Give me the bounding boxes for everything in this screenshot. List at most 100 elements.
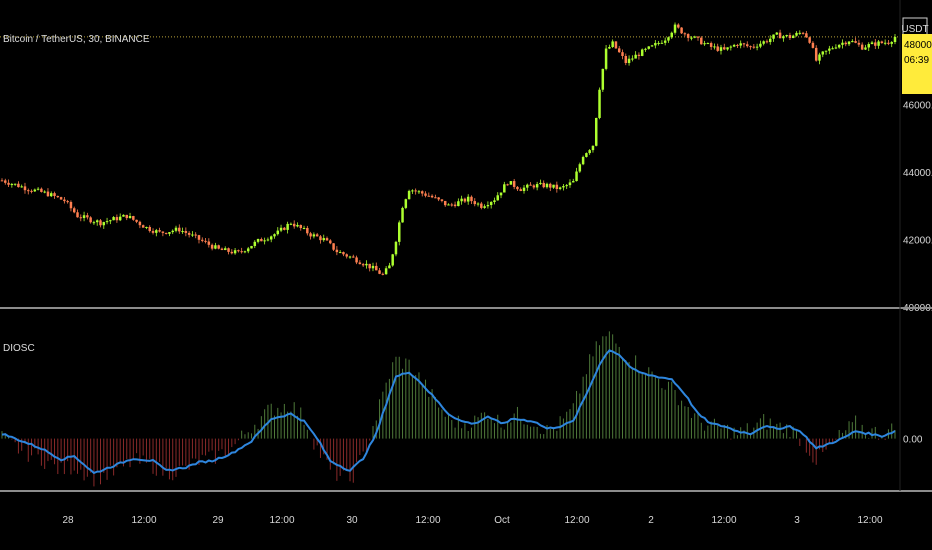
candle xyxy=(342,251,345,257)
candle xyxy=(732,43,736,48)
candle xyxy=(155,228,158,237)
candle xyxy=(161,231,165,237)
candle xyxy=(831,46,834,50)
candle xyxy=(217,244,220,250)
candle xyxy=(276,227,280,236)
candle xyxy=(778,29,782,39)
candle xyxy=(266,237,270,242)
candle xyxy=(811,41,815,49)
candle xyxy=(283,226,286,231)
candle xyxy=(466,194,470,205)
candle xyxy=(164,232,168,235)
candle xyxy=(512,178,516,190)
candle xyxy=(263,237,266,245)
candle xyxy=(739,40,742,49)
candle xyxy=(696,36,700,41)
candle xyxy=(837,44,841,49)
candle xyxy=(371,262,375,272)
candle xyxy=(634,51,637,59)
candle xyxy=(801,31,805,35)
time-tick-label: 12:00 xyxy=(564,515,589,526)
oscillator-pane[interactable] xyxy=(1,331,896,487)
candle xyxy=(762,40,765,46)
candle xyxy=(808,36,811,44)
currency-label: USDT xyxy=(901,24,928,35)
candle xyxy=(709,41,713,50)
candle xyxy=(125,214,129,221)
price-pane[interactable] xyxy=(0,22,900,276)
candle xyxy=(95,219,99,226)
candle xyxy=(89,216,92,224)
candle xyxy=(214,242,217,250)
candle xyxy=(358,260,362,265)
time-tick-label: 2 xyxy=(648,515,654,526)
candle xyxy=(785,34,788,38)
candle xyxy=(883,39,887,46)
candle xyxy=(617,45,621,53)
candle xyxy=(631,55,634,62)
candle xyxy=(683,32,687,37)
candle xyxy=(627,55,631,66)
candle xyxy=(552,184,555,189)
candle xyxy=(420,190,424,197)
candle xyxy=(59,196,63,200)
candle xyxy=(20,184,23,188)
candle xyxy=(818,52,821,65)
last-price-label: 48000.00 xyxy=(904,40,932,51)
candle xyxy=(86,212,89,220)
candle xyxy=(864,44,867,50)
candle xyxy=(657,40,660,46)
candle xyxy=(647,46,651,50)
candle xyxy=(355,255,358,265)
candle xyxy=(578,162,582,173)
candle xyxy=(178,224,181,234)
candle xyxy=(581,155,585,166)
candle xyxy=(352,254,355,258)
candle xyxy=(598,87,601,120)
candle xyxy=(197,234,201,244)
candle xyxy=(486,201,490,209)
candle xyxy=(519,187,522,192)
candle xyxy=(539,179,542,185)
candle xyxy=(608,44,611,50)
candle xyxy=(489,201,493,209)
candle xyxy=(378,268,381,275)
candle xyxy=(0,178,4,182)
candle xyxy=(805,30,808,38)
candle xyxy=(10,182,14,188)
candle xyxy=(782,35,785,42)
candle xyxy=(736,43,739,48)
candle xyxy=(637,52,641,60)
candle xyxy=(430,194,434,199)
time-tick-label: 12:00 xyxy=(711,515,736,526)
candle xyxy=(768,35,772,45)
candle xyxy=(677,23,680,29)
candle xyxy=(118,213,122,222)
candle xyxy=(476,202,480,207)
candle xyxy=(549,182,552,192)
candle xyxy=(775,31,779,36)
candle xyxy=(654,40,657,49)
candle xyxy=(53,191,56,199)
candle xyxy=(243,250,247,254)
candle xyxy=(76,209,79,218)
candle xyxy=(752,44,756,49)
candle xyxy=(562,183,565,191)
candle xyxy=(726,47,729,51)
candle xyxy=(703,40,706,46)
candle xyxy=(457,198,460,207)
candle xyxy=(398,220,401,246)
candle xyxy=(473,198,477,207)
time-tick-label: 12:00 xyxy=(269,515,294,526)
candle xyxy=(115,214,119,223)
candle xyxy=(365,260,368,269)
time-tick-label: 29 xyxy=(212,515,224,526)
candle xyxy=(427,192,431,197)
candle xyxy=(286,221,289,234)
time-tick-label: 30 xyxy=(346,515,358,526)
candle xyxy=(82,211,86,222)
candle xyxy=(572,178,575,183)
candle xyxy=(368,263,371,272)
candle xyxy=(650,44,654,47)
